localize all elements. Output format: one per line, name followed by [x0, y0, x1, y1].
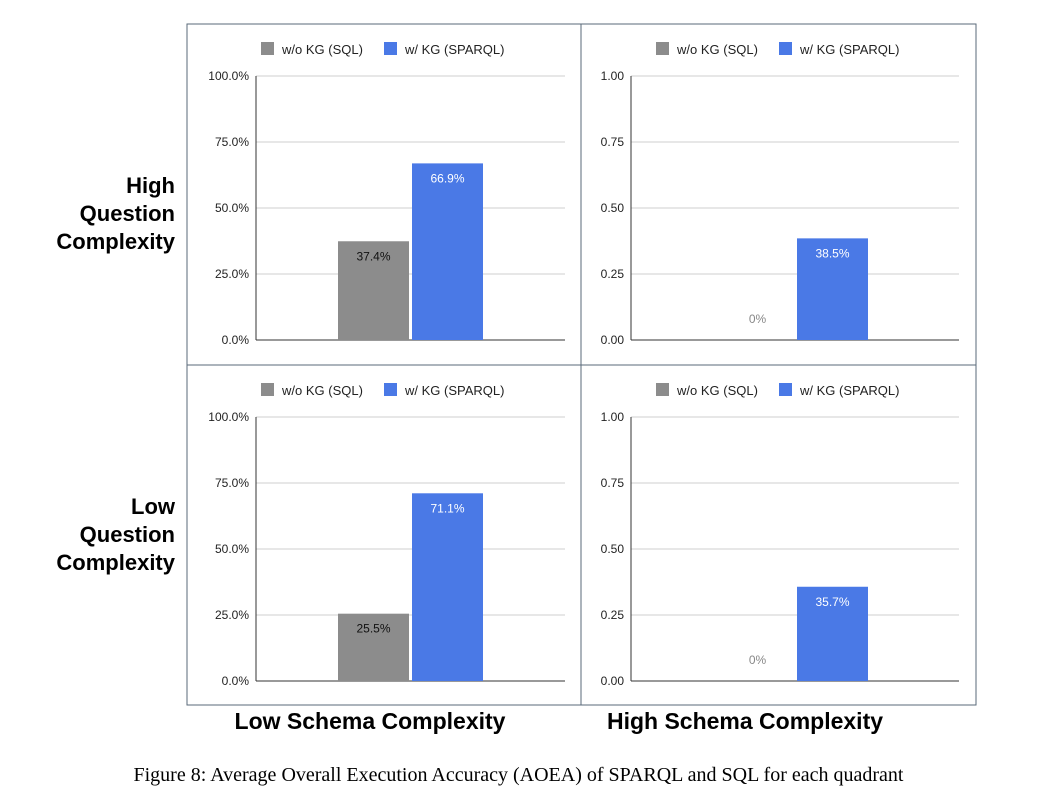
column-label-high-schema-complexity: High Schema Complexity: [606, 708, 884, 734]
row-label-line: Complexity: [56, 550, 175, 575]
y-tick-label: 0.75: [601, 476, 625, 490]
legend-label-sql: w/o KG (SQL): [676, 383, 758, 398]
figure-caption: Figure 8: Average Overall Execution Accu…: [0, 764, 1037, 787]
y-tick-label: 0.25: [601, 267, 625, 281]
legend-label-sparql: w/ KG (SPARQL): [799, 42, 899, 57]
y-tick-label: 100.0%: [208, 69, 249, 83]
data-label-sql: 25.5%: [356, 622, 390, 636]
data-label-sparql: 66.9%: [430, 171, 464, 185]
y-tick-label: 0.75: [601, 135, 625, 149]
legend-swatch-sparql: [779, 383, 792, 396]
row-label-low-question-complexity: Low Question Complexity: [56, 493, 175, 577]
data-label-sparql: 71.1%: [430, 501, 464, 515]
y-tick-label: 0.00: [601, 333, 625, 347]
bar-sql: [338, 241, 409, 340]
row-label-line: High: [126, 173, 175, 198]
data-label-sql: 37.4%: [356, 249, 390, 263]
row-label-high-question-complexity: High Question Complexity: [56, 172, 175, 256]
y-tick-label: 50.0%: [215, 201, 249, 215]
row-label-line: Question: [79, 201, 175, 226]
y-tick-label: 1.00: [601, 410, 625, 424]
legend-swatch-sparql: [779, 42, 792, 55]
legend-label-sql: w/o KG (SQL): [281, 42, 363, 57]
legend-label-sparql: w/ KG (SPARQL): [404, 383, 504, 398]
data-label-sql: 0%: [749, 653, 767, 667]
bar-sparql: [797, 586, 868, 681]
legend-swatch-sql: [656, 42, 669, 55]
legend-swatch-sql: [261, 42, 274, 55]
legend-swatch-sparql: [384, 383, 397, 396]
y-tick-label: 75.0%: [215, 476, 249, 490]
row-label-line: Low: [131, 494, 175, 519]
y-tick-label: 0.50: [601, 201, 625, 215]
legend-label-sparql: w/ KG (SPARQL): [404, 42, 504, 57]
y-tick-label: 25.0%: [215, 267, 249, 281]
y-tick-label: 0.50: [601, 542, 625, 556]
y-tick-label: 1.00: [601, 69, 625, 83]
caption-text: Average Overall Execution Accuracy (AOEA…: [210, 764, 904, 786]
y-tick-label: 25.0%: [215, 608, 249, 622]
y-tick-label: 0.0%: [222, 333, 250, 347]
data-label-sparql: 35.7%: [815, 595, 849, 609]
data-label-sql: 0%: [749, 312, 767, 326]
y-tick-label: 0.0%: [222, 674, 250, 688]
bar-sparql: [412, 163, 483, 340]
bar-sparql: [797, 238, 868, 340]
y-tick-label: 0.25: [601, 608, 625, 622]
legend-label-sql: w/o KG (SQL): [676, 42, 758, 57]
row-label-line: Question: [79, 522, 175, 547]
data-label-sparql: 38.5%: [815, 246, 849, 260]
legend-label-sparql: w/ KG (SPARQL): [799, 383, 899, 398]
legend-swatch-sql: [261, 383, 274, 396]
legend-swatch-sparql: [384, 42, 397, 55]
y-tick-label: 100.0%: [208, 410, 249, 424]
caption-label: Figure 8:: [133, 764, 207, 786]
row-label-line: Complexity: [56, 229, 175, 254]
y-tick-label: 50.0%: [215, 542, 249, 556]
legend-swatch-sql: [656, 383, 669, 396]
y-tick-label: 75.0%: [215, 135, 249, 149]
y-tick-label: 0.00: [601, 674, 625, 688]
bar-sql: [338, 613, 409, 681]
legend-label-sql: w/o KG (SQL): [281, 383, 363, 398]
bar-sparql: [412, 493, 483, 681]
column-label-low-schema-complexity: Low Schema Complexity: [234, 708, 506, 734]
